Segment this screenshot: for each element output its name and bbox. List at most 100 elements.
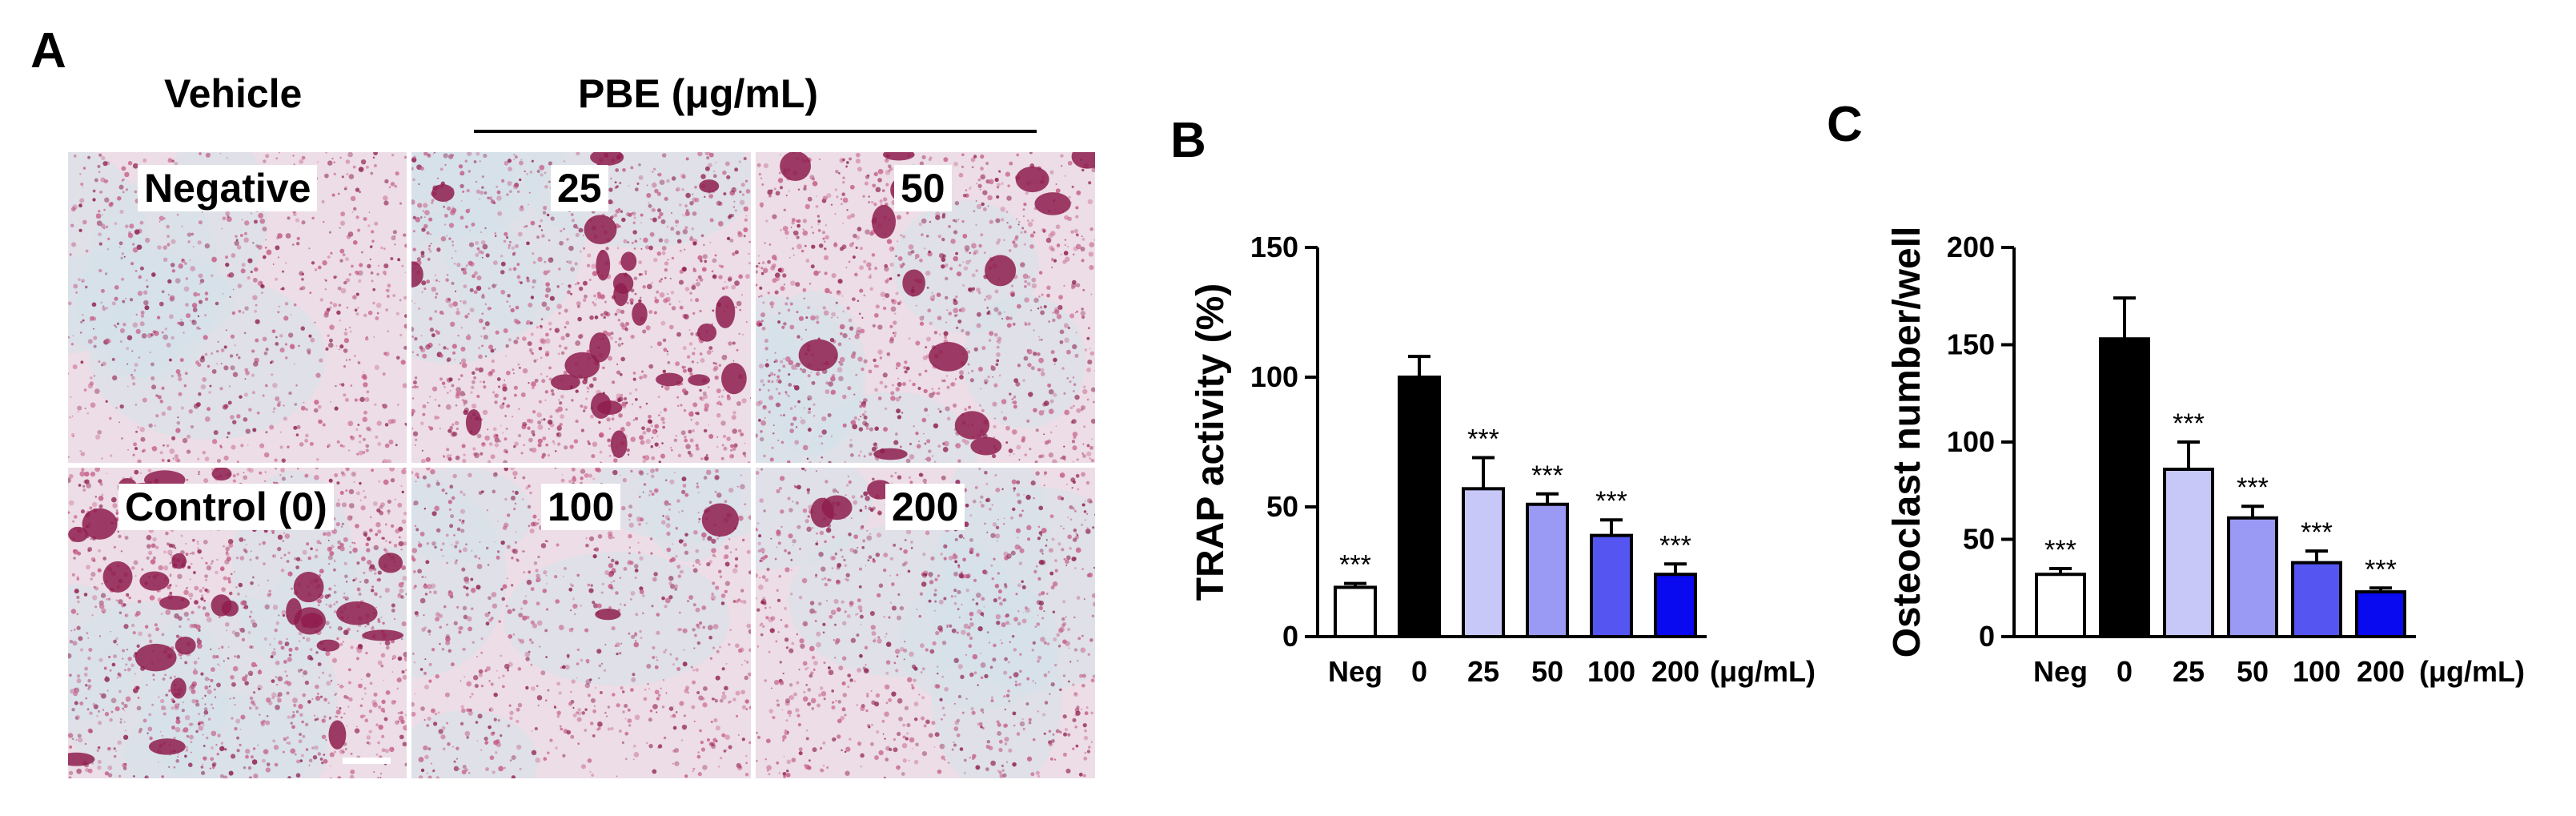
tile-speckle (579, 286, 584, 291)
tile-speckle (1022, 379, 1025, 382)
tile-speckle (140, 310, 145, 315)
tile-speckle (449, 425, 454, 430)
tile-speckle (1091, 438, 1093, 440)
tile-speckle (937, 392, 941, 396)
tile-speckle (97, 765, 102, 770)
tile-speckle (813, 415, 816, 417)
tile-speckle (175, 758, 180, 763)
tile-speckle (219, 746, 225, 752)
tile-speckle (342, 444, 345, 448)
tile-speckle (889, 336, 894, 341)
tile-speckle (1082, 425, 1086, 428)
tile-speckle (969, 186, 972, 189)
tile-speckle (767, 380, 771, 383)
tile-speckle (891, 384, 895, 387)
tile-speckle (139, 220, 144, 225)
tile-speckle (741, 294, 743, 296)
tile-speckle (114, 755, 117, 758)
tile-speckle (503, 460, 508, 463)
tile-speckle (451, 423, 455, 426)
tile-speckle (656, 435, 659, 437)
tile-speckle (429, 328, 435, 332)
tile-speckle (191, 232, 195, 236)
tile-speckle (343, 364, 347, 368)
tile-speckle (480, 335, 483, 337)
tile-speckle (79, 701, 84, 705)
tile-speckle (864, 181, 869, 186)
tile-speckle (526, 320, 531, 325)
tile-osteoclast (316, 639, 340, 652)
tile-speckle (884, 263, 889, 268)
tile-speckle (796, 235, 800, 239)
tile-speckle (1021, 227, 1025, 230)
tile-speckle (810, 315, 816, 321)
tile-speckle (201, 557, 203, 560)
tile-speckle (1026, 419, 1030, 423)
tile-speckle (529, 171, 533, 174)
tile-speckle (540, 324, 542, 328)
tile-speckle (578, 334, 583, 340)
tile-speckle (106, 247, 110, 251)
tile-speckle (610, 332, 614, 336)
tile-speckle (394, 498, 396, 500)
tile-speckle (418, 183, 420, 186)
tile-speckle (632, 377, 636, 381)
tile-speckle (372, 301, 375, 305)
tile-speckle (522, 368, 528, 374)
tile-speckle (956, 271, 962, 277)
tile-speckle (519, 767, 522, 770)
tile-speckle (966, 348, 968, 350)
tile-speckle (915, 431, 919, 436)
tile-speckle (234, 703, 236, 705)
tile-speckle (401, 490, 404, 494)
tile-speckle (265, 431, 268, 434)
tile-speckle (632, 230, 637, 235)
tile-speckle (514, 441, 519, 447)
tile-speckle (1071, 419, 1077, 424)
tile-speckle (215, 301, 219, 306)
tile-speckle (80, 360, 84, 364)
tile-speckle (394, 235, 396, 238)
tile-speckle (411, 199, 415, 205)
tile-speckle (211, 368, 217, 374)
tile-speckle (655, 656, 657, 658)
tile-speckle (284, 343, 287, 346)
tile-speckle (1013, 395, 1016, 397)
tile-speckle (792, 247, 795, 250)
tile-speckle (94, 496, 98, 498)
tile-speckle (986, 294, 992, 300)
tile-speckle (476, 394, 480, 399)
tile-speckle (174, 705, 179, 710)
tile-speckle (682, 346, 687, 351)
tile-speckle (364, 336, 369, 341)
tile-speckle (140, 472, 142, 474)
tile-speckle (118, 421, 120, 424)
tile-speckle (931, 298, 934, 302)
tile-speckle (830, 203, 833, 206)
tile-speckle (168, 766, 171, 768)
tile-speckle (989, 331, 994, 336)
tile-speckle (71, 707, 75, 712)
tile-speckle (141, 568, 144, 571)
tile-speckle (1008, 225, 1013, 229)
tile-speckle (497, 385, 501, 388)
tile-speckle (661, 251, 666, 255)
tile-speckle (144, 237, 150, 243)
tile-speckle (348, 174, 355, 179)
tile-osteoclast (590, 152, 624, 166)
tile-speckle (401, 519, 407, 525)
tile-speckle (729, 453, 734, 459)
tile-speckle (118, 673, 122, 677)
tile-speckle (775, 403, 777, 406)
tile-speckle (71, 242, 77, 247)
tile-speckle (86, 632, 89, 635)
tile-speckle (317, 662, 322, 667)
tile-speckle (699, 309, 702, 313)
tile-speckle (167, 405, 172, 411)
tile-speckle (372, 567, 377, 572)
tile-speckle (323, 220, 325, 223)
tile-speckle (139, 321, 145, 327)
tile-speckle (653, 257, 658, 263)
tile-speckle (696, 361, 699, 364)
tile-speckle (660, 416, 665, 421)
